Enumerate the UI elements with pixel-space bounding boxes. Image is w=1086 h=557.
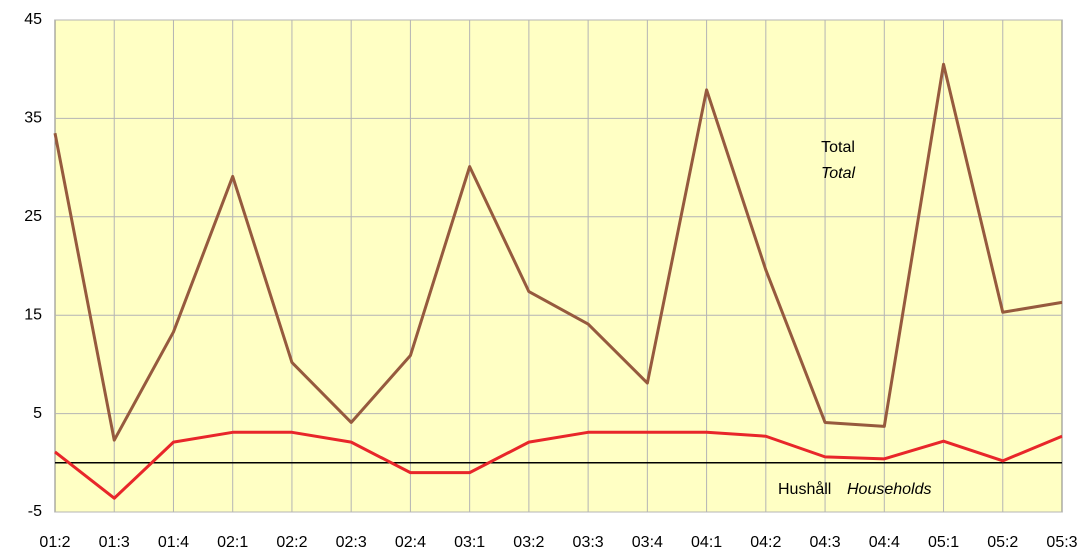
x-tick-label: 03:3 <box>573 534 604 551</box>
x-tick-label: 04:1 <box>691 534 722 551</box>
y-tick-label: -5 <box>28 503 42 520</box>
x-tick-label: 03:1 <box>454 534 485 551</box>
x-tick-label: 04:4 <box>869 534 900 551</box>
x-tick-label: 03:2 <box>513 534 544 551</box>
x-tick-label: 05:3 <box>1046 534 1077 551</box>
series-label: Hushåll <box>778 480 831 498</box>
y-tick-label: 15 <box>24 306 42 323</box>
series-line <box>54 430 1063 500</box>
series-label: Total <box>821 139 855 156</box>
x-tick-label: 05:2 <box>987 534 1018 551</box>
x-tick-label: 02:4 <box>395 534 426 551</box>
x-tick-label: 04:2 <box>750 534 781 551</box>
x-tick-label: 04:3 <box>809 534 840 551</box>
x-tick-label: 02:1 <box>217 534 248 551</box>
x-tick-label: 01:4 <box>158 534 189 551</box>
series-label: Households <box>847 481 932 498</box>
y-tick-label: 5 <box>33 405 42 422</box>
x-tick-label: 01:2 <box>39 534 70 551</box>
x-tick-label: 02:3 <box>336 534 367 551</box>
y-tick-label: 45 <box>24 11 42 28</box>
series-label: Total <box>821 165 856 182</box>
x-tick-label: 01:3 <box>99 534 130 551</box>
plot-area <box>54 19 1063 513</box>
y-tick-label: 35 <box>24 110 42 127</box>
x-tick-label: 05:1 <box>928 534 959 551</box>
series-line <box>53 62 1063 442</box>
x-tick-label: 02:2 <box>276 534 307 551</box>
y-tick-label: 25 <box>24 208 42 225</box>
x-tick-label: 03:4 <box>632 534 663 551</box>
